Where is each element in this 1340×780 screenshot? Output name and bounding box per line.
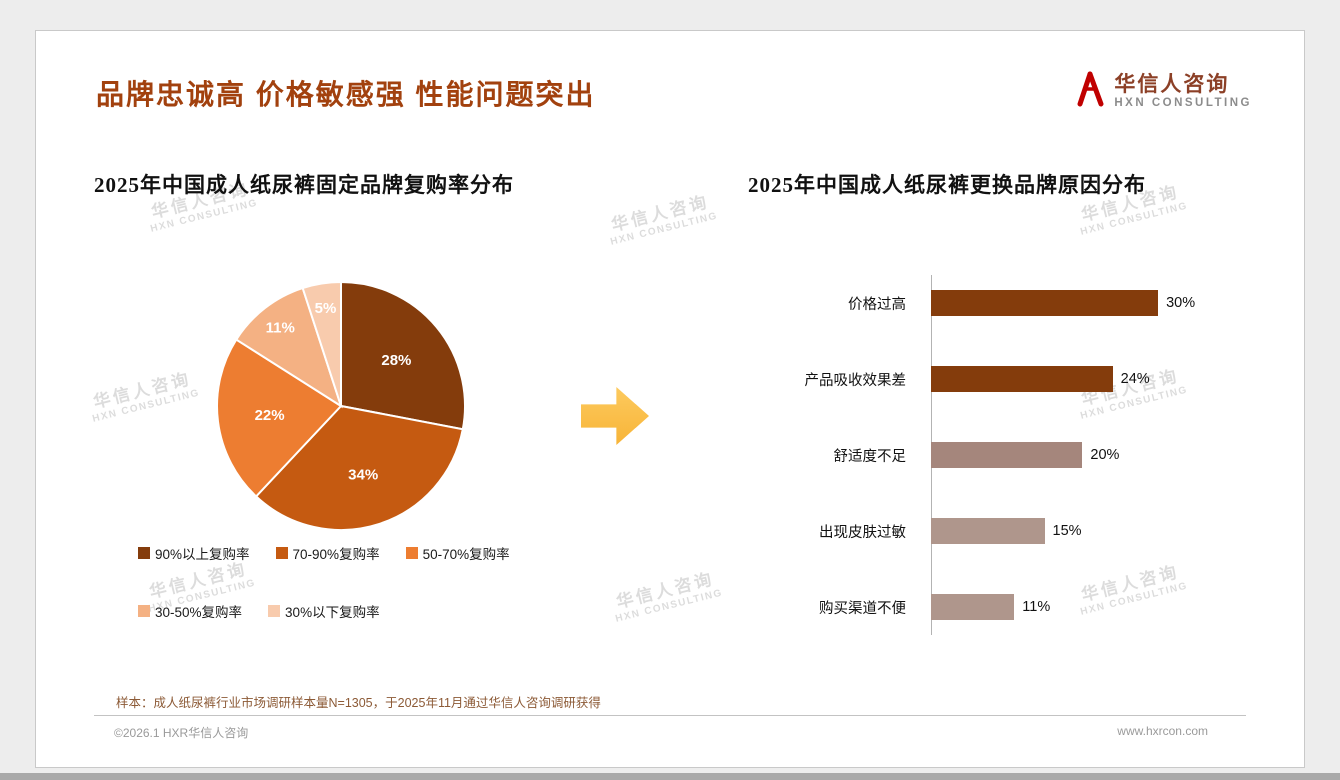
pie-slice-4 xyxy=(301,280,342,407)
legend-swatch xyxy=(405,547,418,559)
logo-icon xyxy=(1075,71,1105,112)
legend-label: 50-70%复购率 xyxy=(422,547,510,562)
bar-row: 出现皮肤过敏 15% xyxy=(736,493,1284,569)
legend-label: 90%以上复购率 xyxy=(155,547,250,562)
bar-chart-title: 2025年中国成人纸尿裤更换品牌原因分布 xyxy=(748,173,1146,197)
slide: 华信人咨询 HXN CONSULTING 华信人咨询 HXN CONSULTING 华信… xyxy=(35,30,1305,768)
bar-value-label: 20% xyxy=(1090,447,1120,463)
pie-slice-2 xyxy=(216,338,343,498)
watermark: 华信人咨询 HXN CONSULTING xyxy=(609,192,719,248)
bar-value-label: 15% xyxy=(1052,523,1082,539)
legend-swatch xyxy=(138,547,150,559)
logo: 华信人咨询 HXN CONSULTING xyxy=(1075,71,1252,112)
bar-fill xyxy=(931,290,1159,316)
logo-subtitle: HXN CONSULTING xyxy=(1114,96,1252,109)
legend-label: 30%以下复购率 xyxy=(285,605,380,620)
pie-value-label: 22% xyxy=(255,407,285,424)
bar-fill xyxy=(931,518,1045,544)
bar-row: 购买渠道不便 11% xyxy=(736,569,1284,645)
bar-chart: 价格过高 30% 产品吸收效果差 24% 舒适度不足 20% 出现皮肤过敏 15% 购买渠道不便… xyxy=(736,265,1284,645)
bar-fill xyxy=(931,366,1113,392)
legend-item: 90%以上复购率 xyxy=(138,543,250,563)
bar-row: 舒适度不足 20% xyxy=(736,417,1284,493)
logo-text: 华信人咨询 HXN CONSULTING xyxy=(1114,73,1252,110)
bar-category-label: 价格过高 xyxy=(848,296,906,313)
logo-name: 华信人咨询 xyxy=(1114,72,1230,96)
bar-track: 15% xyxy=(931,518,1284,544)
pie-value-label: 11% xyxy=(266,320,295,337)
watermark: 华信人咨询 HXN CONSULTING xyxy=(91,369,201,425)
right-arrow-icon xyxy=(581,387,649,445)
pie-value-label: 34% xyxy=(348,466,378,483)
bar-row: 产品吸收效果差 24% xyxy=(736,341,1284,417)
legend-item: 30-50%复购率 xyxy=(138,601,242,621)
bar-value-label: 30% xyxy=(1166,295,1196,311)
bar-fill xyxy=(931,442,1083,468)
legend-item: 70-90%复购率 xyxy=(275,543,380,563)
bar-value-label: 24% xyxy=(1120,371,1150,387)
bar-category-label: 购买渠道不便 xyxy=(819,600,906,617)
pie-value-label: 5% xyxy=(315,300,337,317)
bar-track: 11% xyxy=(931,594,1284,620)
pie-slice-3 xyxy=(234,286,343,409)
bar-value-label: 11% xyxy=(1022,599,1051,615)
footer-copyright: ©2026.1 HXR华信人咨询 xyxy=(114,726,249,740)
legend-swatch xyxy=(275,547,288,559)
pie-slice-0 xyxy=(340,280,466,431)
footer-divider xyxy=(94,715,1246,716)
legend-swatch xyxy=(138,605,150,617)
page-title: 品牌忠诚高 价格敏感强 性能问题突出 xyxy=(96,79,596,110)
legend-item: 50-70%复购率 xyxy=(405,543,510,563)
pie-legend: 90%以上复购率 70-90%复购率 50-70%复购率 30-50%复购率 30%以下… xyxy=(138,543,618,621)
bar-category-label: 出现皮肤过敏 xyxy=(819,524,906,541)
footer-website: www.hxrcon.com xyxy=(1117,724,1208,738)
pie-value-label: 28% xyxy=(381,352,411,369)
bar-track: 24% xyxy=(931,366,1284,392)
bar-fill xyxy=(931,594,1015,620)
bar-row: 价格过高 30% xyxy=(736,265,1284,341)
watermark: 华信人咨询 HXN CONSULTING xyxy=(614,569,724,625)
bar-category-label: 产品吸收效果差 xyxy=(804,372,907,389)
footnote: 样本：成人纸尿裤行业市场调研样本量N=1305，于2025年11月通过华信人咨询… xyxy=(116,696,601,710)
legend-swatch xyxy=(268,605,281,617)
bar-track: 30% xyxy=(931,290,1284,316)
bar-track: 20% xyxy=(931,442,1284,468)
legend-label: 30-50%复购率 xyxy=(155,605,243,620)
legend-item: 30%以下复购率 xyxy=(268,601,380,621)
pie-slice-1 xyxy=(254,404,464,531)
pie-chart: 28% 34% 22% 11% 5% xyxy=(216,280,466,531)
pie-chart-title: 2025年中国成人纸尿裤固定品牌复购率分布 xyxy=(94,173,514,197)
bar-category-label: 舒适度不足 xyxy=(833,448,907,465)
legend-label: 70-90%复购率 xyxy=(292,547,380,562)
bar-rows: 价格过高 30% 产品吸收效果差 24% 舒适度不足 20% 出现皮肤过敏 15% 购买渠道不便… xyxy=(736,265,1284,645)
bottom-bar xyxy=(0,773,1340,780)
